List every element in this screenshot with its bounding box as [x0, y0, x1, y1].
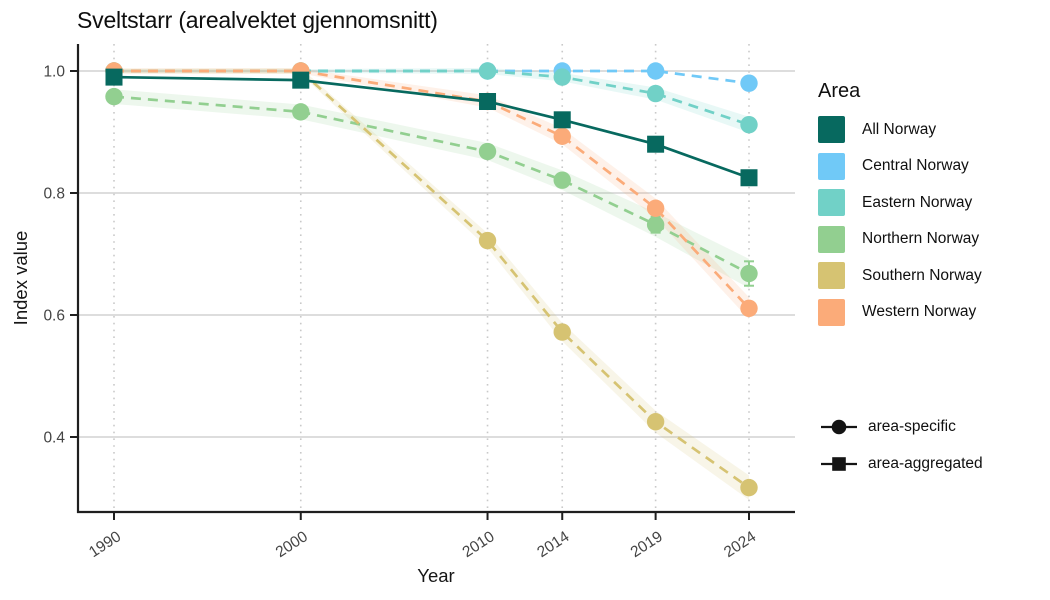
data-point: [292, 103, 310, 121]
y-axis-title: Index value: [10, 230, 31, 326]
legend-item-label: Central Norway: [862, 157, 969, 174]
data-point: [740, 264, 758, 283]
data-point: [740, 169, 758, 187]
legend-items: All Norway Central Norway Eastern Norway No…: [818, 116, 982, 326]
legend-swatch: [818, 116, 845, 143]
data-point: [740, 115, 758, 134]
y-tick-label: 1.0: [43, 64, 65, 81]
square-marker-icon: [821, 456, 857, 471]
gridlines-vertical-dotted: [113, 44, 750, 512]
data-point: [553, 323, 571, 341]
y-tick-label: 0.6: [43, 308, 65, 325]
legend-swatch: [818, 189, 845, 216]
legend-item-label: Northern Norway: [862, 230, 980, 247]
series-all-norway: [105, 68, 758, 187]
x-tick-label: 2014: [534, 528, 572, 561]
legend-item-label: All Norway: [862, 120, 937, 138]
series-northern-norway: [105, 87, 758, 287]
legend-title: Area: [818, 80, 861, 102]
data-point: [553, 111, 571, 129]
ribbon-eastern-norway: [114, 67, 749, 133]
legend-shapes: area-specific area-aggregated: [820, 408, 983, 482]
legend-item-label: Western Norway: [862, 303, 977, 320]
y-tick-label: 0.8: [43, 186, 65, 203]
legend-area: Area All Norway Central Norway Eastern Nor…: [818, 80, 982, 335]
x-tick-label: 2019: [628, 528, 666, 561]
legend-shape-label: area-specific: [868, 417, 956, 435]
legend-swatch: [818, 152, 845, 180]
legend-shape-item-area-aggregated: area-aggregated: [820, 445, 983, 482]
y-tick-label: 0.4: [43, 430, 65, 447]
legend-swatch: [818, 262, 845, 289]
data-point: [105, 87, 123, 106]
data-point: [105, 68, 123, 86]
legend-item-label: Southern Norway: [862, 266, 982, 284]
data-point: [478, 231, 497, 250]
axes: [76, 44, 795, 514]
data-point: [740, 74, 758, 92]
data-point: [478, 142, 497, 161]
data-point: [479, 93, 497, 110]
data-point: [292, 71, 310, 89]
legend-item-eastern-norway: Eastern Norway: [818, 189, 982, 216]
y-axis-ticks: 1.0 0.8 0.6 0.4: [43, 64, 78, 447]
legend-item-all-norway: All Norway: [818, 116, 982, 143]
data-point: [646, 62, 665, 80]
legend-item-label: Eastern Norway: [862, 193, 973, 211]
x-tick-label: 1990: [86, 528, 124, 561]
legend-shape-label: area-aggregated: [868, 454, 983, 472]
data-point: [646, 199, 665, 217]
x-tick-label: 2000: [273, 528, 311, 561]
data-point: [478, 62, 497, 80]
chart-title: Sveltstarr (arealvektet gjennomsnitt): [77, 7, 438, 33]
legend-swatch: [818, 225, 845, 253]
data-point: [646, 84, 665, 103]
x-tick-label: 2010: [460, 528, 498, 561]
legend-swatch: [818, 298, 845, 326]
data-point: [740, 299, 758, 317]
legend-item-southern-norway: Southern Norway: [818, 262, 982, 289]
gridlines-horizontal: [78, 70, 795, 438]
legend-shape-item-area-specific: area-specific: [820, 408, 983, 445]
legend-item-central-norway: Central Norway: [818, 152, 982, 180]
x-axis-ticks: 1990 2000 2010 2014 2019 2024: [86, 512, 759, 561]
circle-marker-icon: [821, 419, 857, 434]
data-point: [740, 478, 758, 497]
legend-item-northern-norway: Northern Norway: [818, 225, 982, 253]
data-point: [553, 68, 571, 86]
legend-item-western-norway: Western Norway: [818, 298, 982, 326]
x-tick-label: 2024: [721, 528, 759, 561]
data-point: [553, 171, 571, 189]
data-point: [646, 413, 665, 431]
data-point: [646, 216, 665, 234]
data-point: [647, 135, 665, 153]
x-axis-title: Year: [417, 565, 455, 586]
data-point: [553, 127, 571, 145]
